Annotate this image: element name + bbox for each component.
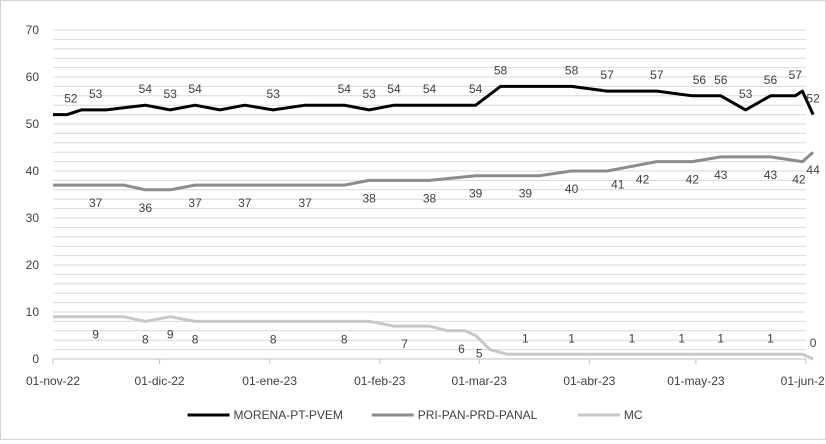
y-tick-label: 50 (26, 117, 40, 131)
data-label: 52 (64, 92, 78, 106)
series-lines (53, 84, 815, 361)
data-label: 37 (89, 196, 103, 210)
series-line-2 (53, 315, 814, 361)
data-label: 41 (611, 177, 625, 191)
data-label: 52 (806, 92, 820, 106)
data-label: 58 (494, 63, 508, 77)
data-label: 53 (267, 87, 281, 101)
data-label: 7 (401, 337, 408, 351)
data-label: 56 (714, 73, 728, 87)
data-label: 43 (764, 168, 778, 182)
y-tick-label: 40 (26, 164, 40, 178)
data-label: 1 (629, 331, 636, 345)
data-label: 1 (568, 331, 575, 345)
data-label: 58 (565, 63, 579, 77)
data-label: 5 (476, 347, 483, 361)
data-label: 36 (139, 201, 153, 215)
data-label: 43 (714, 168, 728, 182)
data-label: 44 (806, 163, 820, 177)
data-label: 40 (565, 182, 579, 196)
data-label: 54 (387, 82, 401, 96)
data-label: 39 (519, 187, 533, 201)
x-tick-label: 01-nov-22 (26, 374, 80, 388)
data-label: 53 (164, 87, 178, 101)
data-label: 53 (362, 87, 376, 101)
data-label: 37 (238, 196, 252, 210)
x-tick-label: 01-ene-23 (242, 374, 297, 388)
gridlines (53, 29, 806, 351)
data-label: 57 (650, 68, 664, 82)
data-label: 57 (789, 68, 803, 82)
data-label: 8 (270, 332, 277, 346)
x-tick-label: 01-feb-23 (354, 374, 406, 388)
data-label: 38 (362, 191, 376, 205)
data-label: 54 (188, 82, 202, 96)
data-label: 54 (338, 82, 352, 96)
data-label: 8 (341, 332, 348, 346)
y-tick-label: 10 (26, 305, 40, 319)
y-tick-label: 30 (26, 211, 40, 225)
data-label: 53 (89, 87, 103, 101)
data-label: 54 (423, 82, 437, 96)
series-line-1 (53, 151, 815, 192)
data-label: 8 (142, 332, 149, 346)
x-tick-label: 01-abr-23 (563, 374, 615, 388)
y-tick-label: 70 (26, 23, 40, 37)
y-tick-label: 60 (26, 70, 40, 84)
legend: MORENA-PT-PVEM PRI-PAN-PRD-PANAL MC (187, 408, 643, 422)
data-label: 1 (767, 331, 774, 345)
data-label: 38 (423, 191, 437, 205)
data-label: 9 (167, 328, 174, 342)
x-tick-label: 01-jun-23 (781, 374, 825, 388)
data-label: 53 (739, 87, 753, 101)
data-label: 37 (188, 196, 202, 210)
data-label: 1 (717, 331, 724, 345)
y-tick-label: 20 (26, 258, 40, 272)
data-label: 1 (678, 331, 685, 345)
data-label: 6 (458, 342, 465, 356)
x-tick-label: 01-dic-22 (135, 374, 185, 388)
data-label: 8 (192, 332, 199, 346)
data-label: 37 (299, 196, 313, 210)
data-label: 0 (810, 336, 817, 350)
data-label: 54 (139, 82, 153, 96)
y-tick-label: 0 (32, 352, 39, 366)
data-label: 56 (764, 73, 778, 87)
legend-label-0: MORENA-PT-PVEM (234, 408, 343, 422)
data-label: 1 (522, 331, 529, 345)
x-tick-label: 01-may-23 (667, 374, 725, 388)
series-line-0 (53, 84, 815, 117)
data-label: 57 (600, 68, 614, 82)
data-label: 42 (686, 173, 700, 187)
legend-label-1: PRI-PAN-PRD-PANAL (418, 408, 538, 422)
data-label: 56 (693, 73, 707, 87)
x-tick-label: 01-mar-23 (452, 374, 508, 388)
data-label: 42 (792, 173, 806, 187)
data-label: 54 (469, 82, 483, 96)
legend-label-2: MC (624, 408, 643, 422)
data-label: 39 (469, 187, 483, 201)
data-label: 42 (636, 173, 650, 187)
data-label: 9 (92, 328, 99, 342)
